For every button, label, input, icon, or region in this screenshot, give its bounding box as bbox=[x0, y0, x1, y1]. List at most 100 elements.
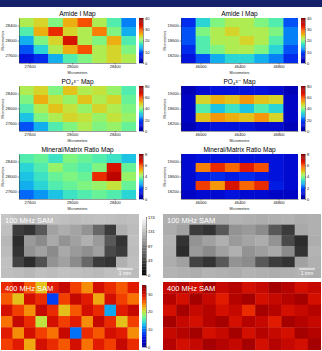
tick: 8 bbox=[305, 152, 310, 157]
cell bbox=[59, 235, 71, 246]
cell bbox=[196, 45, 211, 54]
cell bbox=[121, 36, 136, 45]
cell bbox=[34, 190, 49, 199]
cell bbox=[13, 293, 25, 305]
cell bbox=[203, 235, 217, 246]
cell bbox=[63, 163, 78, 172]
cell bbox=[283, 104, 298, 113]
panel: 100 MHz SAM1 mm bbox=[163, 214, 321, 278]
tick: 0 bbox=[143, 197, 148, 202]
axis: 182001860019000 bbox=[168, 87, 182, 132]
cell bbox=[225, 154, 240, 163]
cell bbox=[63, 86, 78, 95]
cell bbox=[282, 257, 296, 268]
cell bbox=[24, 235, 36, 246]
cell bbox=[282, 316, 296, 328]
cell bbox=[216, 316, 230, 328]
cell bbox=[107, 104, 122, 113]
cell bbox=[93, 282, 105, 294]
colorbar-step bbox=[301, 86, 305, 87]
cell bbox=[181, 45, 196, 54]
tick-mark bbox=[18, 124, 20, 125]
cell bbox=[254, 95, 269, 104]
cell bbox=[203, 327, 217, 339]
cell bbox=[254, 54, 269, 63]
cell bbox=[269, 163, 284, 172]
cell bbox=[121, 181, 136, 190]
cell bbox=[269, 190, 284, 199]
cell bbox=[308, 316, 321, 328]
cell bbox=[229, 339, 243, 350]
tick: 28400 bbox=[6, 91, 19, 96]
cell bbox=[59, 246, 71, 257]
cell bbox=[78, 172, 93, 181]
cell bbox=[19, 113, 34, 122]
cell bbox=[229, 327, 243, 339]
cell bbox=[63, 122, 78, 131]
tick-mark bbox=[18, 41, 20, 42]
tick-label: 30 bbox=[145, 27, 150, 32]
cell bbox=[240, 154, 255, 163]
cell bbox=[36, 235, 48, 246]
cell bbox=[92, 27, 107, 36]
cell bbox=[282, 235, 296, 246]
tick: 30 bbox=[146, 292, 153, 297]
cells bbox=[19, 18, 136, 63]
cell bbox=[181, 190, 196, 199]
cell bbox=[283, 172, 298, 181]
cell bbox=[36, 246, 48, 257]
cell bbox=[216, 225, 230, 236]
cell bbox=[216, 305, 230, 317]
axis: 460004640046800 bbox=[182, 199, 299, 205]
chart-title: Amide I Map bbox=[59, 10, 96, 18]
tick: 2 bbox=[143, 186, 148, 191]
tick: 27600 bbox=[6, 189, 19, 194]
cell bbox=[225, 45, 240, 54]
cell bbox=[13, 235, 25, 246]
cell bbox=[196, 122, 211, 131]
tick: 18200 bbox=[168, 189, 181, 194]
tick-label: 18600 bbox=[168, 174, 180, 179]
cell bbox=[295, 257, 309, 268]
cell bbox=[47, 305, 59, 317]
cell bbox=[82, 305, 94, 317]
cell bbox=[282, 282, 296, 294]
tick-label: 20 bbox=[145, 118, 150, 123]
cell bbox=[128, 316, 140, 328]
cell bbox=[47, 267, 59, 278]
cell bbox=[203, 316, 217, 328]
cell bbox=[283, 86, 298, 95]
cell bbox=[255, 327, 269, 339]
cell bbox=[254, 45, 269, 54]
tick-label: 40 bbox=[145, 16, 150, 21]
cell bbox=[254, 172, 269, 181]
cell bbox=[121, 18, 136, 27]
cell bbox=[181, 104, 196, 113]
cell bbox=[269, 27, 284, 36]
cell bbox=[189, 235, 203, 246]
cell bbox=[107, 36, 122, 45]
cell bbox=[93, 246, 105, 257]
cell bbox=[78, 113, 93, 122]
cell bbox=[181, 54, 196, 63]
tick: 18600 bbox=[168, 174, 181, 179]
cell bbox=[63, 27, 78, 36]
cell bbox=[295, 214, 309, 225]
figure: 276002800028400276002800028400Amide I Ma… bbox=[0, 0, 322, 351]
axis: 020406080 bbox=[305, 84, 312, 134]
cell bbox=[24, 246, 36, 257]
cell bbox=[36, 225, 48, 236]
cell bbox=[24, 225, 36, 236]
cell bbox=[121, 190, 136, 199]
x-axis-label: Micrometers bbox=[230, 207, 250, 211]
tick: 28000 bbox=[6, 38, 19, 43]
tick-label: 0 bbox=[307, 61, 310, 66]
cell bbox=[196, 113, 211, 122]
cell bbox=[78, 95, 93, 104]
cell bbox=[268, 235, 282, 246]
axis: 460004640046800 bbox=[182, 63, 299, 69]
cell bbox=[36, 305, 48, 317]
tick: 20 bbox=[305, 118, 312, 123]
axis: 276002800028400 bbox=[20, 199, 137, 205]
cell bbox=[48, 95, 63, 104]
